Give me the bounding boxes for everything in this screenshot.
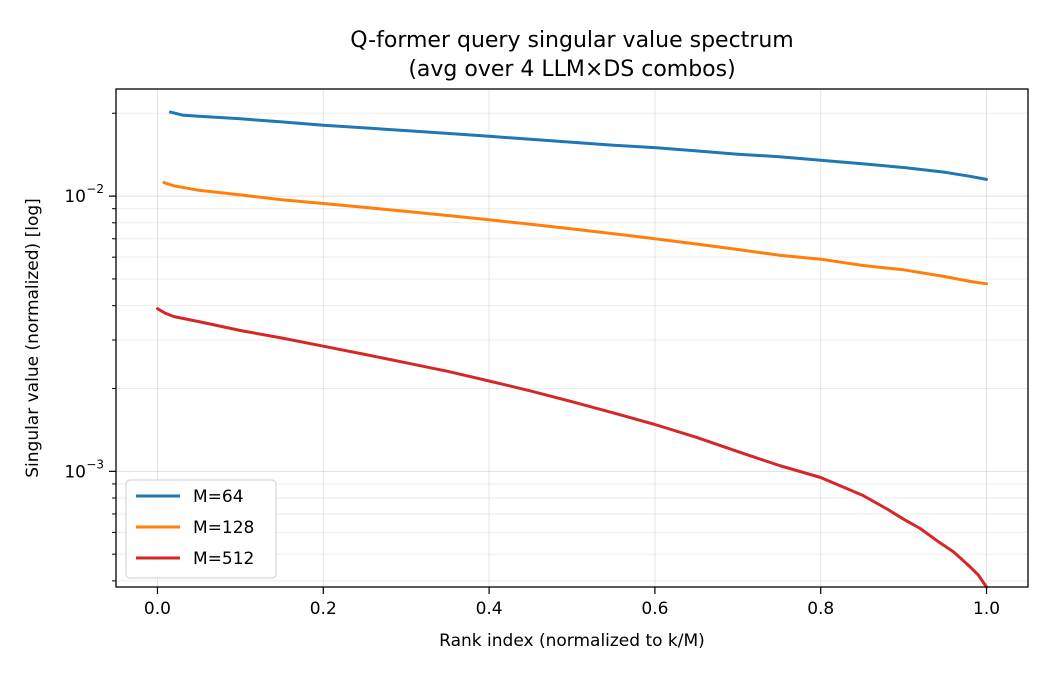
y-axis-label: Singular value (normalized) [log] bbox=[23, 198, 43, 478]
y-tick-base: 10 bbox=[64, 187, 86, 207]
legend-box bbox=[125, 479, 277, 579]
y-tick-label: 10 bbox=[64, 462, 86, 482]
y-tick-exponent: −2 bbox=[86, 182, 104, 196]
x-tick-label: 1.0 bbox=[973, 599, 1000, 619]
legend: M=64 M=128 M=512 bbox=[125, 479, 277, 579]
x-tick-label: 0.2 bbox=[310, 599, 337, 619]
chart-subtitle: (avg over 4 LLM×DS combos) bbox=[408, 57, 735, 82]
legend-label: M=128 bbox=[193, 518, 254, 538]
y-tick-label: 10 bbox=[64, 187, 86, 207]
legend-label: M=512 bbox=[193, 549, 254, 569]
y-tick-base: 10 bbox=[64, 462, 86, 482]
y-axis: 10−310−2 bbox=[64, 112, 116, 582]
chart-title: Q-former query singular value spectrum bbox=[350, 28, 793, 53]
series-layer bbox=[156, 110, 988, 589]
x-axis: 0.0 0.2 0.4 0.6 0.8 1.0 bbox=[144, 587, 1000, 619]
plot-frame bbox=[115, 88, 1029, 588]
x-tick-label: 0.0 bbox=[144, 599, 171, 619]
legend-label: M=64 bbox=[193, 487, 244, 507]
series-line-m-128 bbox=[162, 181, 988, 286]
series-line-m-512 bbox=[156, 307, 988, 589]
x-axis-label: Rank index (normalized to k/M) bbox=[439, 631, 705, 651]
series-line-m-64 bbox=[168, 110, 988, 181]
x-tick-label: 0.4 bbox=[476, 599, 503, 619]
x-tick-label: 0.8 bbox=[807, 599, 834, 619]
y-tick-exponent: −3 bbox=[86, 457, 104, 471]
x-tick-label: 0.6 bbox=[641, 599, 668, 619]
